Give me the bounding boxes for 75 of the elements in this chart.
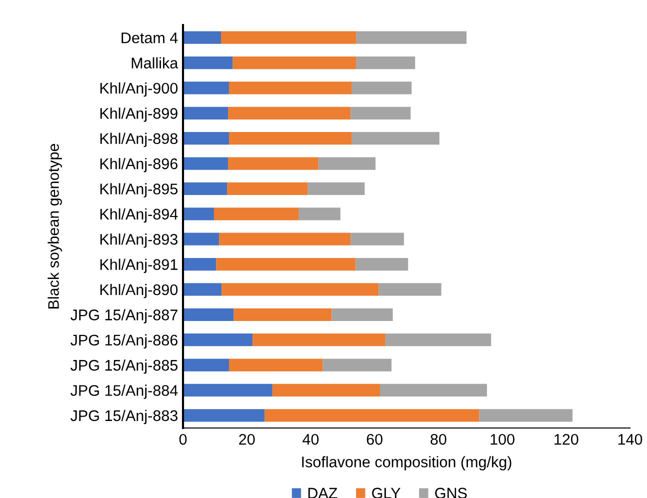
x-tick-label: 120 [554,434,578,445]
y-tick-label: Khl/Anj-898 [100,132,178,148]
bar [234,308,332,321]
y-tick-label: JPG 15/Anj-887 [70,309,178,324]
y-tick-label: JPG 15/Anj-884 [70,384,178,399]
bar [232,56,356,70]
x-tick-label: 20 [239,434,255,445]
bar [183,56,233,70]
bar [350,232,404,246]
bar [356,56,416,70]
y-tick-label: Khl/Anj-900 [100,82,178,97]
bar [356,31,467,44]
bar [183,31,221,44]
bar [378,283,442,296]
bar [183,232,220,246]
bar [272,384,380,397]
x-tick-label: 40 [302,434,319,445]
x-tick-label: 60 [366,434,382,445]
bar [183,106,228,120]
legend-label: DAZ [308,488,338,498]
y-tick-label: Khl/Anj-894 [100,208,178,223]
y-tick-label: Khl/Anj-899 [100,108,178,122]
bar [183,283,222,296]
y-tick-label: JPG 15/Anj-883 [70,410,178,424]
bar [264,409,480,422]
bar [183,409,265,422]
bar [385,334,492,346]
bar [308,182,365,196]
bar [222,283,379,296]
y-tick-label: Mallika [132,57,178,68]
bar [183,82,229,94]
bar [479,409,573,422]
bar [183,132,229,145]
y-tick-label: JPG 15/Anj-886 [70,334,178,349]
x-tick-label: 100 [490,434,514,445]
bar [298,208,340,220]
bar [219,232,351,246]
x-tick-label: 0 [179,434,187,445]
bar [216,258,356,271]
bar [183,308,234,321]
bar [380,384,487,397]
y-axis-title: Black soybean genotype [48,144,62,308]
x-tick-label: 140 [618,434,642,445]
bar [356,258,408,271]
y-tick-label: JPG 15/Anj-885 [70,359,178,374]
y-tick-label: Khl/Anj-893 [100,234,178,248]
y-tick-label: Khl/Anj-890 [100,284,178,298]
bar [352,82,412,94]
bar [183,334,253,346]
bar [183,208,214,220]
bar [183,384,272,397]
bar [350,106,411,120]
bar [227,182,308,196]
bar [228,106,351,120]
bar [228,82,352,94]
bar [322,358,392,372]
bar [183,157,228,170]
bar [228,132,352,145]
x-axis-title: Isoflavone composition (mg/kg) [302,456,512,470]
y-tick-label: Khl/Anj-896 [100,158,178,172]
bar [228,157,318,170]
bar [220,31,356,44]
bar [183,358,229,372]
y-tick-label: Khl/Anj-895 [100,183,178,198]
bar [352,132,440,145]
bar [214,208,299,220]
bar [228,358,323,372]
y-tick-label: Detam 4 [122,32,178,44]
bar [183,258,216,271]
y-tick-label: Khl/Anj-891 [100,258,178,273]
x-tick-label: 80 [430,434,446,445]
bar [332,308,393,321]
bar [183,182,228,196]
bar [318,157,376,170]
bar [252,334,386,346]
